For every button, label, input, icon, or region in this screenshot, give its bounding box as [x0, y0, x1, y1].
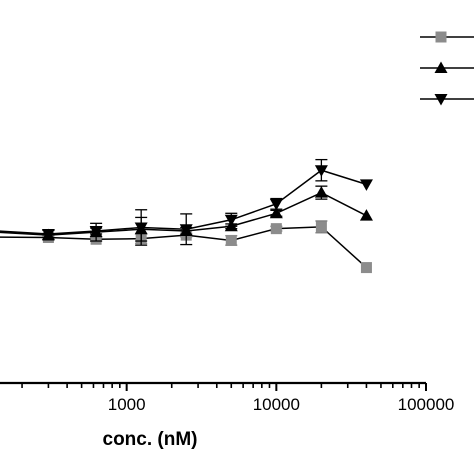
data-point — [225, 234, 237, 246]
data-point — [359, 209, 373, 221]
data-point — [360, 262, 372, 274]
data-point — [269, 206, 283, 219]
data-point — [359, 179, 373, 191]
data-point — [269, 198, 283, 211]
x-axis: 1000 10000 100000 — [0, 381, 455, 414]
data-point — [314, 186, 328, 198]
legend-marker — [434, 94, 448, 106]
legend-marker — [435, 31, 447, 43]
data-point — [270, 223, 282, 235]
legend — [420, 31, 474, 106]
data-point — [314, 165, 328, 177]
data-point — [179, 224, 193, 236]
data-point — [315, 221, 327, 233]
legend-entry-3 — [420, 94, 474, 106]
legend-entry-2 — [420, 61, 474, 73]
x-tick-label: 100000 — [398, 395, 455, 414]
data-point — [224, 214, 238, 227]
x-tick-label: 10000 — [253, 395, 300, 414]
series-3 — [0, 158, 373, 246]
data-point — [41, 228, 55, 241]
data-point — [89, 226, 103, 238]
x-tick-label: 1000 — [108, 395, 146, 414]
legend-marker — [434, 61, 448, 73]
x-axis-title: conc. (nM) — [103, 429, 198, 450]
data-point — [134, 222, 148, 234]
legend-entry-1 — [420, 31, 474, 43]
plot-area — [0, 158, 373, 274]
